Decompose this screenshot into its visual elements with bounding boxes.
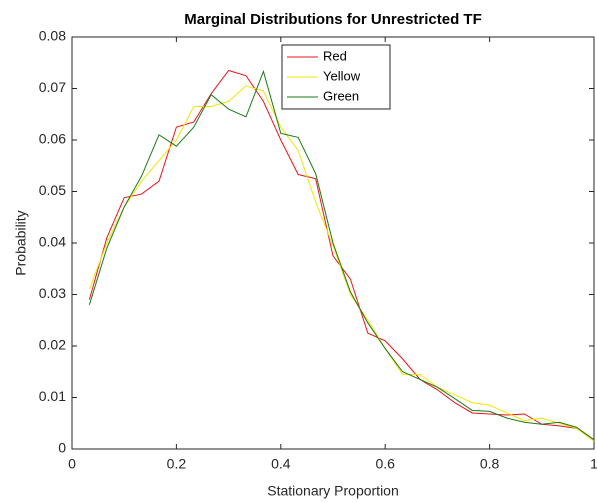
y-tick-label: 0 [58,440,66,456]
x-tick-label: 0.2 [167,456,187,472]
y-tick-label: 0.05 [39,182,66,198]
y-tick-label: 0.04 [39,234,66,250]
legend-label: Green [323,88,359,103]
legend-label: Yellow [323,68,361,83]
y-tick-label: 0.08 [39,28,66,44]
y-tick-label: 0.02 [39,337,66,353]
y-tick-label: 0.03 [39,285,66,301]
x-tick-label: 1 [590,456,597,472]
x-axis-label: Stationary Proportion [267,483,399,499]
x-tick-label: 0.6 [375,456,395,472]
y-tick-label: 0.06 [39,131,66,147]
x-tick-label: 0 [68,456,76,472]
y-tick-label: 0.07 [39,79,66,95]
series-line [88,69,595,441]
chart-title: Marginal Distributions for Unrestricted … [184,11,482,28]
y-tick-label: 0.01 [39,388,66,404]
y-axis-label: Probability [13,210,29,275]
series-line [88,85,595,442]
x-tick-label: 0.4 [271,456,291,472]
x-tick-label: 0.8 [480,456,500,472]
legend-label: Red [323,48,347,63]
